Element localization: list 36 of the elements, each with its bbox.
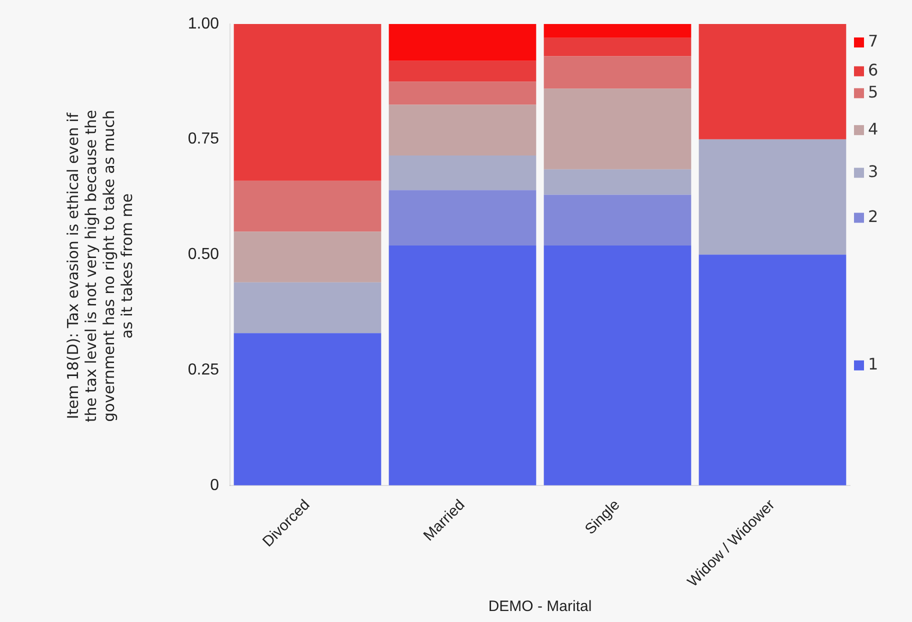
legend-label: 2 <box>868 206 878 226</box>
y-tick-label: 1.00 <box>188 15 220 32</box>
y-axis-title: Item 18(D): Tax evasion is ethical even if the tax level is not very high because the government has no right to take as much as it takes from me <box>64 108 136 424</box>
bar <box>234 232 382 282</box>
y-tick-label: 0 <box>210 476 220 494</box>
y-tick-label: 0.50 <box>188 246 220 264</box>
bar <box>388 24 536 61</box>
legend-label: 6 <box>868 60 878 80</box>
bar <box>234 180 382 232</box>
bar <box>698 24 846 140</box>
bar <box>544 56 692 89</box>
bar <box>698 139 846 255</box>
legend-label: 5 <box>868 82 878 102</box>
bar <box>544 38 692 56</box>
bar <box>388 104 536 156</box>
bar <box>388 245 536 486</box>
bar <box>544 194 692 246</box>
bar <box>234 333 382 486</box>
bar <box>544 169 692 195</box>
bar <box>388 82 536 105</box>
bar <box>698 254 846 486</box>
bar <box>234 282 382 334</box>
y-tick-label: 0.25 <box>188 361 220 378</box>
bar <box>544 88 692 170</box>
legend-label: 7 <box>868 32 878 51</box>
x-axis-title: DEMO - Marital <box>488 598 592 616</box>
bar <box>544 245 692 486</box>
legend-label: 3 <box>868 162 878 181</box>
bar <box>388 190 536 246</box>
y-tick-label: 0.75 <box>188 130 220 148</box>
bar <box>234 24 382 181</box>
legend-label: 1 <box>868 354 878 374</box>
bar <box>544 24 692 38</box>
bar <box>388 155 536 190</box>
bar <box>388 60 536 82</box>
legend-label: 4 <box>868 119 878 138</box>
